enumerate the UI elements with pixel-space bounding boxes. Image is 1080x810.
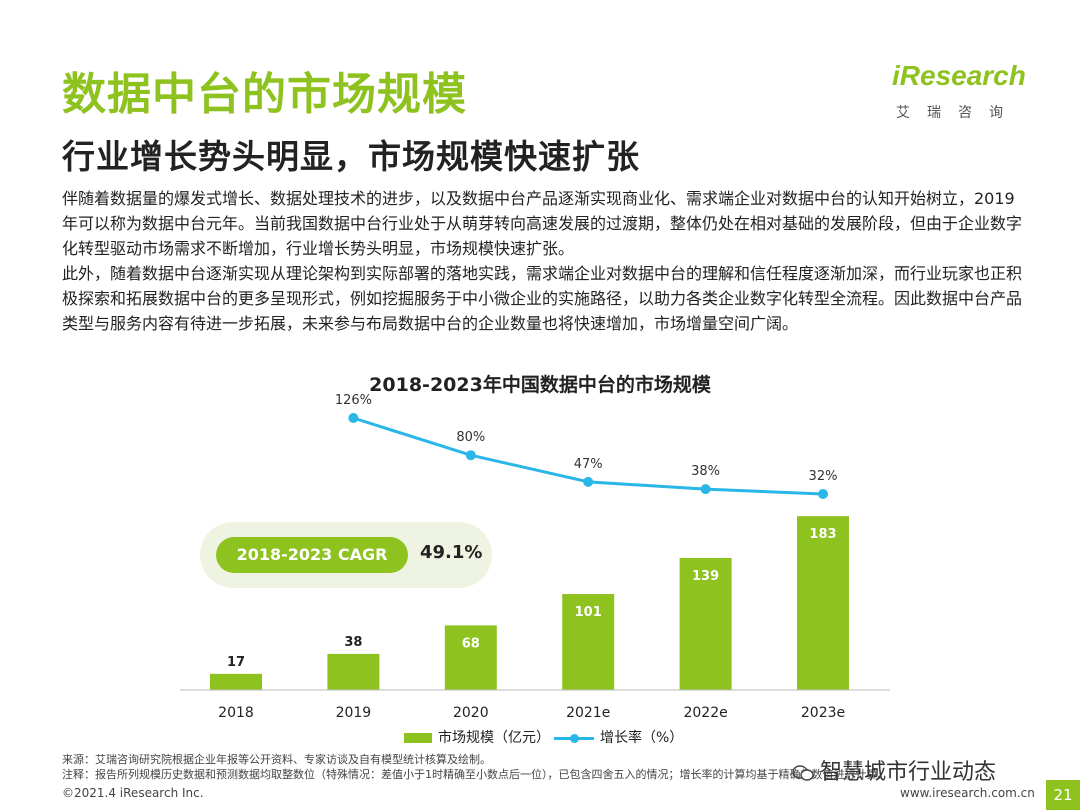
- legend-bar-swatch: [404, 733, 432, 743]
- legend-line-label: 增长率（%）: [600, 730, 684, 746]
- iresearch-logo: iResearch 艾瑞咨询: [892, 60, 1032, 122]
- chart-legend: 市场规模（亿元） 增长率（%）: [0, 727, 1080, 747]
- labels-layer: 17 2018 38 2019 68 2020 101 2021e 139 2022e 183 202…: [218, 393, 845, 721]
- growth-rate-point: [700, 484, 711, 495]
- body-paragraph-1: 伴随着数据量的爆发式增长、数据处理技术的进步，以及数据中台产品逐渐实现商业化、需…: [62, 189, 1023, 258]
- legend-item-line: 增长率（%）: [554, 727, 683, 747]
- legend-bar-label: 市场规模（亿元）: [438, 730, 550, 746]
- bar-value-label: 68: [462, 636, 480, 651]
- cagr-value: 49.1%: [420, 542, 483, 563]
- cagr-label: 2018-2023 CAGR: [216, 537, 408, 573]
- footnote: 注释：报告所列规模历史数据和预测数据均取整数位（特殊情况：差值小于1时精确至小数…: [62, 768, 889, 781]
- bar-2019: [327, 653, 380, 690]
- legend-line-swatch: [554, 733, 594, 743]
- cagr-badge: 2018-2023 CAGR 49.1%: [200, 522, 492, 588]
- x-tick-label: 2018: [218, 705, 254, 721]
- copyright: ©2021.4 iResearch Inc.: [62, 786, 204, 800]
- bar-2023e: [797, 516, 849, 690]
- bar-2021e: [562, 594, 615, 690]
- legend-item-bar: 市场规模（亿元）: [404, 727, 550, 747]
- page-number: 21: [1046, 780, 1080, 810]
- x-tick-label: 2019: [336, 705, 372, 721]
- website-url: www.iresearch.com.cn: [900, 786, 1035, 800]
- page-subtitle: 行业增长势头明显，市场规模快速扩张: [62, 137, 640, 176]
- growth-rate-label: 32%: [809, 469, 838, 484]
- growth-rate-point: [348, 413, 359, 423]
- body-paragraph-2: 此外，随着数据中台逐渐实现从理论架构到实际部署的落地实践，需求端企业对数据中台的…: [62, 264, 1023, 333]
- page-title: 数据中台的市场规模: [62, 69, 467, 120]
- bar-value-label: 17: [227, 655, 245, 670]
- wechat-watermark: 智慧城市行业动态: [792, 754, 996, 786]
- growth-rate-point: [465, 450, 476, 461]
- bar-value-label: 183: [809, 527, 836, 542]
- logo-subtitle: 艾瑞咨询: [896, 105, 1020, 121]
- x-tick-label: 2022e: [683, 705, 727, 721]
- bar-2022e: [679, 557, 732, 690]
- x-tick-label: 2020: [453, 705, 489, 721]
- logo-wordmark: iResearch: [892, 60, 1026, 91]
- watermark-text: 智慧城市行业动态: [820, 760, 997, 785]
- x-tick-label: 2021e: [566, 705, 610, 721]
- chart-title: 2018-2023年中国数据中台的市场规模: [369, 374, 711, 396]
- bars-layer: [210, 516, 849, 690]
- growth-rate-label: 38%: [691, 464, 720, 479]
- source-note: 来源：艾瑞咨询研究院根据企业年报等公开资料、专家访谈及自有模型统计核算及绘制。: [62, 753, 491, 766]
- growth-rate-point: [583, 476, 594, 487]
- wechat-icon: [792, 765, 814, 781]
- growth-rate-label: 80%: [456, 430, 485, 445]
- bar-value-label: 139: [692, 569, 719, 584]
- bar-value-label: 38: [344, 635, 362, 650]
- bar-value-label: 101: [575, 605, 602, 620]
- bar-2020: [444, 625, 497, 690]
- bar-2018: [210, 673, 262, 690]
- growth-rate-point: [818, 489, 828, 499]
- body-text: 伴随着数据量的爆发式增长、数据处理技术的进步，以及数据中台产品逐渐实现商业化、需…: [62, 186, 1024, 336]
- market-size-chart: 17 2018 38 2019 68 2020 101 2021e 139 2022e 183 202…: [180, 393, 890, 721]
- growth-rate-label: 47%: [574, 457, 603, 472]
- growth-line-layer: [348, 413, 828, 499]
- x-tick-label: 2023e: [801, 705, 845, 721]
- growth-rate-label: 126%: [335, 393, 372, 408]
